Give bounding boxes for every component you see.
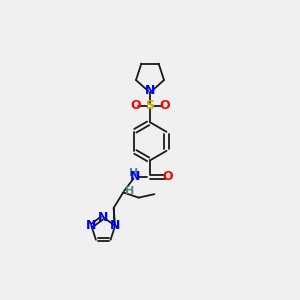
Text: O: O [159, 99, 170, 112]
Text: O: O [163, 170, 173, 183]
Text: H: H [124, 186, 134, 196]
Text: H: H [129, 167, 138, 178]
Text: S: S [146, 99, 154, 112]
Text: N: N [130, 170, 140, 183]
Text: N: N [110, 219, 120, 232]
Text: N: N [98, 211, 108, 224]
Text: N: N [145, 84, 155, 97]
Text: O: O [130, 99, 141, 112]
Text: N: N [86, 219, 97, 232]
